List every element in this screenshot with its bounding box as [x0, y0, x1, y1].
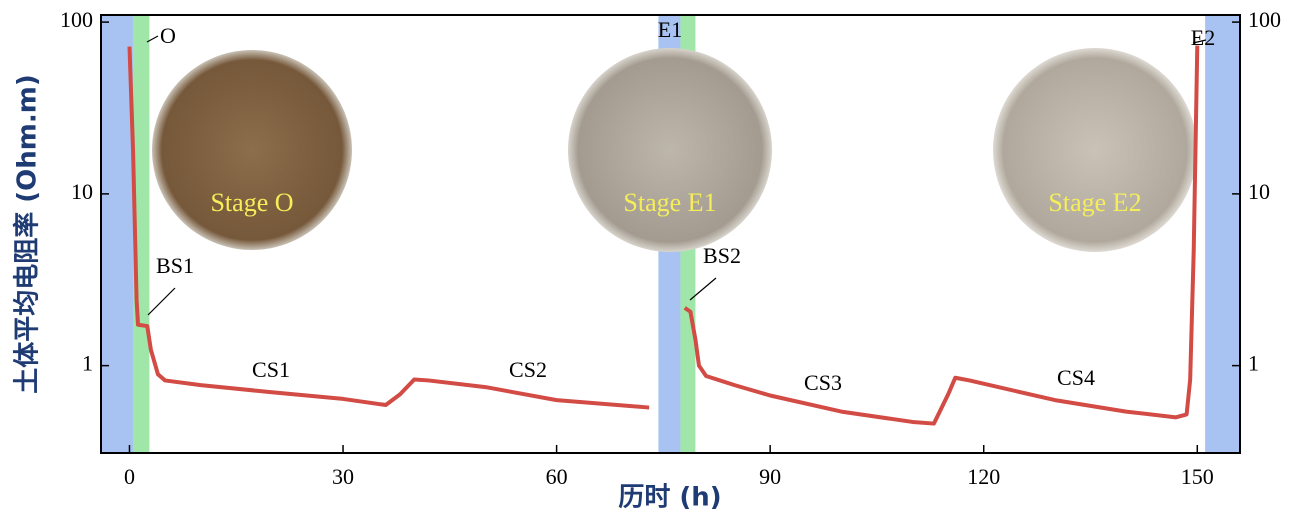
x-tick-label: 30 [332, 464, 354, 489]
annotation: CS4 [1057, 365, 1095, 390]
sample-photo [993, 48, 1197, 252]
y-tick-label: 100 [60, 7, 93, 32]
stage-band [101, 15, 134, 453]
annotation: CS3 [804, 370, 842, 395]
annotation: E1 [658, 17, 682, 42]
y2-tick-label: 100 [1248, 7, 1281, 32]
leader-lines [146, 35, 1207, 316]
annotation: CS2 [509, 357, 547, 382]
x-tick-label: 60 [546, 464, 568, 489]
x-tick-label: 120 [967, 464, 1000, 489]
sample-photo [568, 48, 772, 252]
plot-frame [100, 14, 1241, 454]
y-tick-label: 10 [71, 179, 93, 204]
x-axis-title: 历时 (h) [618, 483, 721, 513]
y2-tick-label: 1 [1248, 351, 1259, 376]
annotation: BS1 [156, 253, 194, 278]
x-tick-label: 150 [1181, 464, 1214, 489]
annotation: CS1 [252, 357, 290, 382]
annotation: BS2 [703, 243, 741, 268]
stage-band [1205, 15, 1240, 453]
stage-label: Stage E1 [623, 188, 716, 217]
y-axis-title: 土体平均电阻率 (Ohm.m) [12, 74, 43, 394]
x-tick-label: 0 [124, 464, 135, 489]
annotation: E2 [1191, 25, 1215, 50]
sample-photo [152, 50, 352, 250]
y-tick-label: 1 [82, 351, 93, 376]
stage-band [133, 15, 150, 453]
stage-label: Stage E2 [1048, 188, 1141, 217]
annotation: O [160, 23, 176, 48]
stage-label: Stage O [210, 188, 293, 217]
y2-tick-label: 10 [1248, 179, 1270, 204]
plot [101, 21, 1240, 453]
x-tick-label: 90 [759, 464, 781, 489]
data-line [127, 45, 1200, 426]
